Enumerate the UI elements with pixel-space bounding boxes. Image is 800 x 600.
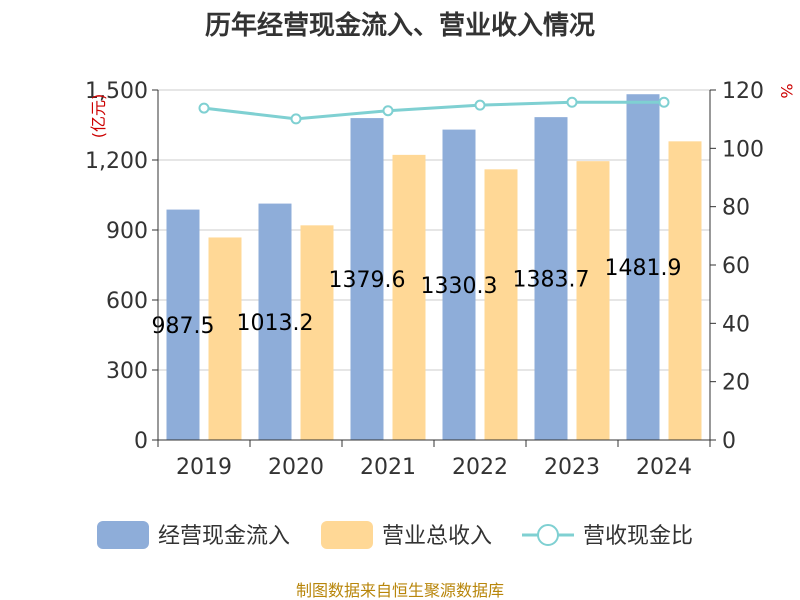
bar-data-label: 1013.2	[237, 311, 314, 336]
y-right-tick-label: 80	[722, 196, 750, 221]
y-right-unit: %	[777, 83, 796, 98]
y-left-tick-label: 0	[134, 429, 148, 454]
legend-swatch-revenue	[321, 521, 373, 549]
legend-label-ratio: 营收现金比	[583, 524, 693, 549]
chart-title: 历年经营现金流入、营业收入情况	[205, 10, 595, 41]
legend-label-revenue: 营业总收入	[382, 524, 492, 549]
bar-cash-inflow	[534, 117, 568, 441]
source-note: 制图数据来自恒生聚源数据库	[296, 581, 504, 600]
x-tick-label: 2022	[452, 455, 508, 480]
bar-data-label: 1379.6	[329, 268, 406, 293]
y-left-tick-label: 1,500	[85, 79, 148, 104]
legend-label-cash-inflow: 经营现金流入	[158, 524, 290, 549]
y-left-unit: (亿元)	[89, 94, 108, 139]
bar-cash-inflow	[442, 129, 476, 440]
x-tick-label: 2021	[360, 455, 416, 480]
y-left-tick-label: 600	[106, 289, 148, 314]
ratio-series-line	[203, 100, 664, 121]
bar-cash-inflow	[626, 94, 660, 441]
y-right-tick-label: 20	[722, 371, 750, 396]
bar-revenue	[392, 154, 426, 440]
y-right-tick-label: 0	[722, 429, 736, 454]
ratio-line	[198, 96, 670, 125]
y-left-tick-label: 1,200	[85, 149, 148, 174]
y-left-tick-label: 900	[106, 219, 148, 244]
legend-swatch-cash-inflow	[97, 521, 149, 549]
y-right-tick-label: 120	[722, 79, 764, 104]
bar-revenue	[576, 161, 610, 440]
bar-revenue	[300, 225, 334, 440]
bar-data-label: 1330.3	[421, 274, 498, 299]
y-right-tick-label: 100	[722, 137, 764, 162]
y-right-tick-label: 60	[722, 254, 750, 279]
y-left-tick-label: 300	[106, 359, 148, 384]
gridlines	[158, 89, 710, 371]
x-tick-label: 2020	[268, 455, 324, 480]
ratio-point	[658, 96, 670, 108]
bars	[166, 94, 702, 441]
ratio-point	[290, 113, 302, 125]
axes: 0 300 600 900 1,200 1,500 0 20 40 60 80 100 120 2019 2…	[85, 79, 764, 480]
legend: 经营现金流入 营业总收入 营收现金比	[97, 521, 693, 549]
bar-data-label: 1481.9	[605, 256, 682, 281]
bar-revenue	[668, 141, 702, 441]
bar-data-label: 987.5	[152, 314, 215, 339]
bar-cash-inflow	[350, 118, 384, 441]
ratio-point	[198, 102, 210, 114]
x-tick-label: 2019	[176, 455, 232, 480]
x-tick-label: 2024	[636, 455, 692, 480]
ratio-point	[382, 105, 394, 117]
bar-revenue	[208, 237, 242, 440]
y-right-tick-label: 40	[722, 312, 750, 337]
x-tick-label: 2023	[544, 455, 600, 480]
legend-swatch-ratio-marker	[537, 524, 559, 546]
ratio-point	[474, 99, 486, 111]
bar-labels: 987.5 1013.2 1379.6 1330.3 1383.7 1481.9	[152, 256, 682, 339]
bar-revenue	[484, 169, 518, 441]
ratio-point	[566, 96, 578, 108]
bar-cash-inflow	[166, 209, 200, 440]
bar-data-label: 1383.7	[513, 268, 590, 293]
bar-cash-inflow	[258, 203, 292, 440]
